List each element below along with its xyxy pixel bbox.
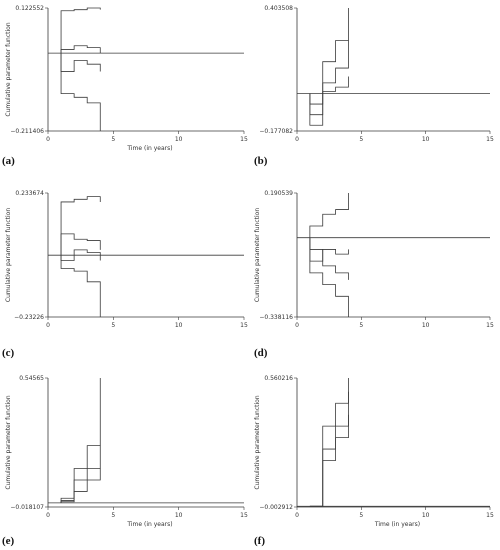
x-tick-label: 15 xyxy=(240,512,248,519)
y-axis-title: Cumulative parameter function xyxy=(5,208,12,302)
y-axis-title: Cumulative parameter function xyxy=(5,22,12,116)
x-axis-title: Time (in years) xyxy=(126,521,172,528)
series-line xyxy=(309,237,349,317)
x-tick-label: 15 xyxy=(240,322,248,329)
series-line xyxy=(60,468,101,503)
panel-label: (b) xyxy=(254,155,268,167)
x-tick-label: 10 xyxy=(175,322,183,329)
x-tick-label: 5 xyxy=(111,512,115,519)
series-line xyxy=(60,53,101,131)
series-line xyxy=(309,378,349,507)
panel-label: (c) xyxy=(2,347,15,359)
series-line xyxy=(60,53,101,72)
series-line xyxy=(60,45,101,54)
y-tick-label: 0.403508 xyxy=(264,5,293,12)
series-line xyxy=(309,8,349,126)
x-tick-label: 5 xyxy=(359,136,363,143)
series-line xyxy=(309,193,349,238)
panel-e: 0 5 10 15 0.54565 −0.018107 Time (in years) Cum… xyxy=(2,375,248,547)
series-line xyxy=(60,233,101,256)
x-tick-label: 15 xyxy=(486,136,494,143)
y-tick-label: −0.23226 xyxy=(14,314,44,321)
series-line xyxy=(60,7,101,54)
x-tick-label: 0 xyxy=(46,322,50,329)
panel-label: (a) xyxy=(2,155,15,167)
x-tick-label: 0 xyxy=(295,322,299,329)
y-tick-label: 0.54565 xyxy=(19,375,44,382)
series-line xyxy=(60,378,101,503)
x-tick-label: 10 xyxy=(422,136,430,143)
series-line xyxy=(309,414,349,507)
y-axis-title: Cumulative parameter function xyxy=(254,395,261,489)
x-tick-label: 10 xyxy=(175,136,183,143)
x-tick-label: 0 xyxy=(46,512,50,519)
series-line xyxy=(60,255,101,317)
series-line xyxy=(309,237,349,262)
y-tick-label: −0.177082 xyxy=(259,128,293,135)
series-line xyxy=(309,40,349,105)
series-line xyxy=(60,249,101,261)
panel-f: 0 5 10 15 0.560216 −0.002912 Time (in years) Cu… xyxy=(254,375,494,547)
panel-d: 0 5 10 15 0.190539 −0.338116 Cumulative parame… xyxy=(254,190,494,359)
panel-label: (f) xyxy=(254,535,265,547)
x-tick-label: 15 xyxy=(486,322,494,329)
series-line xyxy=(309,76,349,116)
x-axis-title: Time (in years) xyxy=(374,521,420,528)
series-line xyxy=(309,391,349,507)
x-tick-label: 15 xyxy=(486,512,494,519)
panel-b: 0 5 10 15 0.403508 −0.177082 (b) xyxy=(254,5,494,167)
panel-c: 0 5 10 15 0.233674 −0.23226 Cumulative paramet… xyxy=(2,190,248,359)
y-axis-title: Cumulative parameter function xyxy=(254,208,261,302)
panel-a: 0 5 10 15 0.122552 −0.211406 Time (in years) Cu… xyxy=(2,5,248,167)
x-tick-label: 0 xyxy=(295,512,299,519)
x-tick-label: 10 xyxy=(422,512,430,519)
x-tick-label: 5 xyxy=(359,512,363,519)
x-tick-label: 10 xyxy=(422,322,430,329)
y-tick-label: 0.190539 xyxy=(264,190,293,197)
x-tick-label: 0 xyxy=(295,136,299,143)
y-tick-label: −0.338116 xyxy=(259,314,293,321)
x-tick-label: 5 xyxy=(111,136,115,143)
series-line xyxy=(60,445,101,503)
x-axis-title: Time (in years) xyxy=(126,145,172,152)
y-tick-label: −0.018107 xyxy=(10,504,44,511)
y-tick-label: −0.211406 xyxy=(10,128,44,135)
y-tick-label: 0.233674 xyxy=(15,190,44,197)
series-line xyxy=(60,196,101,256)
y-tick-label: −0.002912 xyxy=(259,504,293,511)
x-tick-label: 0 xyxy=(46,136,50,143)
panel-label: (d) xyxy=(254,347,268,359)
x-tick-label: 10 xyxy=(175,512,183,519)
y-axis-title: Cumulative parameter function xyxy=(5,395,12,489)
y-tick-label: 0.560216 xyxy=(264,375,293,382)
x-tick-label: 5 xyxy=(359,322,363,329)
x-tick-label: 5 xyxy=(111,322,115,329)
panel-label: (e) xyxy=(2,535,15,547)
x-tick-label: 15 xyxy=(240,136,248,143)
series-line xyxy=(309,237,349,280)
y-tick-label: 0.122552 xyxy=(15,5,44,12)
